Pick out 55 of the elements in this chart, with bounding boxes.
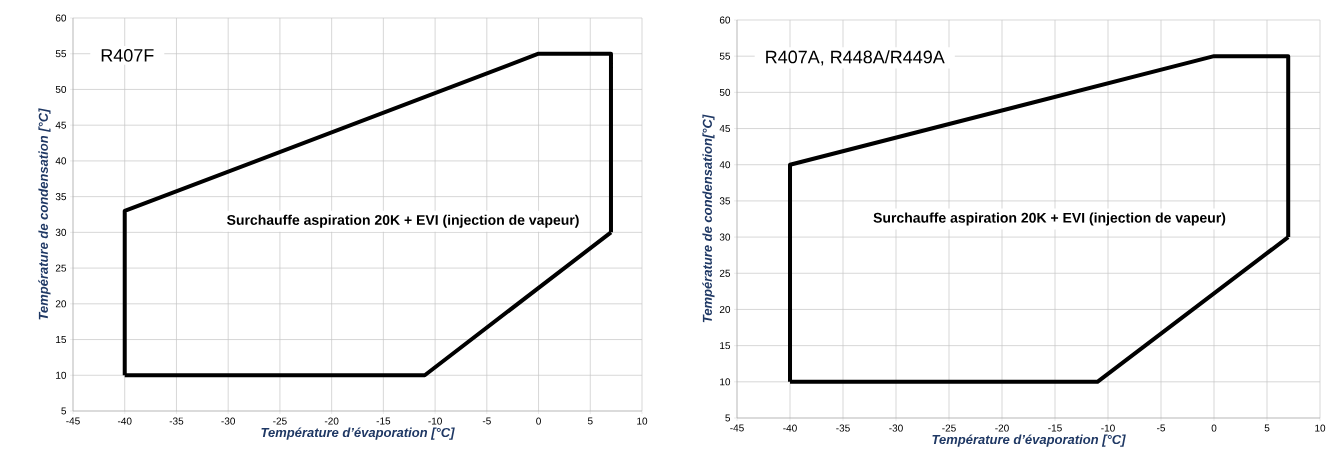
x-tick-label: -20 bbox=[995, 424, 1009, 432]
y-tick-label: 5 bbox=[61, 407, 67, 415]
y-axis-title: Température de condensation [°C] bbox=[38, 108, 51, 320]
x-tick-label: -25 bbox=[273, 417, 287, 425]
x-tick-label: 0 bbox=[1211, 424, 1217, 432]
x-tick-label: -30 bbox=[889, 424, 903, 432]
y-tick-label: 40 bbox=[719, 161, 731, 169]
x-tick-label: -45 bbox=[730, 424, 744, 432]
x-tick-label: 10 bbox=[637, 417, 648, 425]
y-tick-label: 40 bbox=[55, 157, 67, 165]
y-tick-label: 55 bbox=[55, 50, 67, 58]
x-tick-label: -10 bbox=[1101, 424, 1115, 432]
y-tick-label: 55 bbox=[719, 52, 731, 60]
y-tick-label: 50 bbox=[719, 88, 731, 96]
text: R407A, R448A/R449A bbox=[766, 50, 945, 66]
x-tick-label: -40 bbox=[783, 424, 797, 432]
y-axis-title: Température de condensation[°C] bbox=[702, 114, 715, 323]
y-tick-label: 25 bbox=[719, 269, 731, 277]
x-tick-label: -20 bbox=[324, 417, 339, 425]
x-tick-label: -35 bbox=[169, 417, 184, 425]
x-tick-label: 5 bbox=[587, 417, 593, 425]
x-tick-label: -15 bbox=[376, 417, 391, 425]
y-tick-label: 35 bbox=[719, 197, 731, 205]
x-tick-label: -25 bbox=[942, 424, 956, 432]
y-tick-label: 50 bbox=[55, 85, 67, 93]
x-axis-title: Température d’évaporation [°C] bbox=[932, 434, 1126, 447]
y-tick-label: 20 bbox=[719, 305, 731, 313]
annotation: Surchauffe aspiration 20K + EVI (injection de vapeur) bbox=[227, 214, 579, 228]
y-tick-label: 15 bbox=[720, 342, 731, 350]
y-tick-label: 10 bbox=[56, 371, 67, 379]
x-tick-label: -10 bbox=[428, 417, 442, 425]
y-tick-label: 60 bbox=[719, 16, 731, 24]
x-tick-label: -5 bbox=[1157, 424, 1166, 432]
y-tick-label: 60 bbox=[55, 14, 67, 22]
x-tick-label: 10 bbox=[1315, 424, 1326, 432]
x-tick-label: -40 bbox=[117, 417, 132, 425]
y-tick-label: 45 bbox=[55, 121, 67, 129]
y-tick-label: 20 bbox=[55, 300, 67, 308]
x-tick-label: -5 bbox=[482, 417, 491, 425]
y-tick-label: 35 bbox=[55, 193, 67, 201]
x-tick-label: -30 bbox=[221, 417, 236, 425]
y-tick-label: 30 bbox=[55, 228, 67, 236]
x-tick-label: -15 bbox=[1048, 424, 1062, 432]
y-tick-label: 10 bbox=[720, 378, 731, 386]
x-axis-title: Température d’évaporation [°C] bbox=[261, 427, 455, 440]
y-tick-label: 30 bbox=[719, 233, 731, 241]
x-tick-label: -45 bbox=[66, 417, 80, 425]
x-tick-label: 5 bbox=[1264, 424, 1270, 432]
y-tick-label: 15 bbox=[56, 336, 67, 344]
y-tick-label: 25 bbox=[55, 264, 67, 272]
y-tick-label: 45 bbox=[719, 125, 731, 133]
text: R407F bbox=[101, 48, 154, 62]
annotation: Surchauffe aspiration 20K + EVI (injection de vapeur) bbox=[873, 212, 1226, 226]
x-tick-label: -35 bbox=[836, 424, 850, 432]
x-tick-label: 0 bbox=[536, 417, 541, 425]
